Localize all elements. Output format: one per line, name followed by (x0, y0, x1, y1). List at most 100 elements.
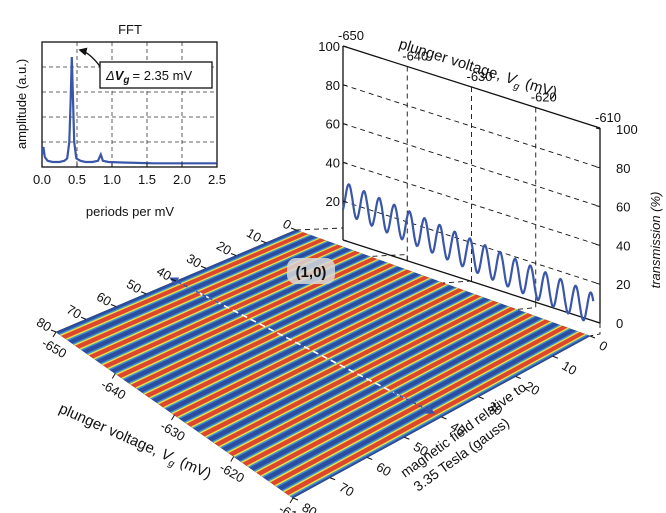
heatmap-label-badge: (1,0) (287, 258, 335, 284)
projection-line (589, 323, 601, 337)
heatmap: (1,0) 0 10 20 30 40 50 60 70 80 -650 -640 -630 -620… (34, 216, 610, 513)
heatmap-right-tick-label: 80 (300, 500, 320, 513)
heatmap-left-tick-mark (110, 304, 117, 307)
trace-right-tick-label: 20 (616, 277, 630, 292)
heatmap-right-tick-mark (478, 396, 484, 400)
heatmap-left-tick-mark (170, 278, 177, 282)
heatmap-bottom-tick-label: -620 (217, 460, 247, 486)
fft-x-tick-label: 2.0 (173, 172, 191, 187)
heatmap-bottom-tick-label: -610 (276, 501, 306, 513)
heatmap-right-tick-label: 30 (485, 398, 505, 418)
projection-line (516, 302, 537, 310)
heatmap-bottom-tick-mark (111, 373, 116, 379)
heatmap-right-tick-mark (367, 457, 373, 460)
trace-grid-h (342, 123, 601, 208)
fft-x-tick-label: 0.5 (68, 172, 86, 187)
trace-right-tick-label: 100 (616, 122, 638, 137)
projection-line (369, 254, 408, 261)
trace-left-tick-mark (342, 161, 348, 164)
heatmap-right-tick-mark (441, 416, 447, 420)
heatmap-right-tick-mark (292, 497, 299, 501)
trace-left-tick-label: 60 (326, 117, 340, 132)
fft-x-tick-label: 1.5 (138, 172, 156, 187)
transmission-trace (341, 183, 595, 322)
trace-left-tick-label: 80 (326, 78, 340, 93)
heatmap-left-tick-label: 70 (64, 302, 84, 322)
trace-top-ticks: -650 -640 -630 -620 -610 (338, 28, 621, 125)
heatmap-left-tick-label: 60 (94, 289, 114, 309)
trace-right-tick-mark (595, 166, 601, 169)
trace-left-tick-mark (342, 200, 348, 203)
fft-x-tick-label: 1.0 (103, 172, 121, 187)
heatmap-right-tick-mark (552, 355, 559, 359)
trace-right-tick-mark (595, 321, 601, 324)
trace-grid-h (342, 161, 601, 246)
heatmap-bottom-tick-label: -650 (39, 335, 69, 361)
heatmap-left-tick-label: 40 (154, 263, 174, 283)
trace-right-tick-label: 80 (616, 161, 630, 176)
annotation-text: ΔVg = 2.35 mV (105, 68, 192, 86)
trace-left-tick-label: 40 (326, 155, 340, 170)
heatmap-bottom-tick-mark (52, 331, 57, 338)
heatmap-left-tick-mark (290, 227, 297, 231)
heatmap-bottom-tick-label: -640 (98, 377, 128, 403)
trace-left-tick-label: 20 (326, 194, 340, 209)
trace-left-tick-mark (342, 45, 348, 48)
trace-top-edge (342, 45, 601, 129)
heatmap-left-tick-label: 80 (34, 314, 54, 334)
fft-x-label: periods per mV (86, 204, 174, 219)
projection-lines (295, 227, 601, 337)
heatmap-right-tick-label: 40 (448, 419, 468, 439)
trace-left-tick-mark (342, 123, 348, 126)
heatmap-field-ticks-left: 0 10 20 30 40 50 60 70 80 (34, 216, 297, 335)
fft-title: FFT (118, 22, 142, 37)
trace-right-ticks: 0 20 40 60 80 100 (595, 122, 638, 331)
heatmap-left-tick-mark (260, 240, 267, 244)
heatmap-left-tick-mark (50, 329, 57, 333)
heatmap-left-tick-label: 0 (280, 216, 294, 233)
trace-right-tick-mark (595, 243, 601, 246)
heatmap-left-tick-mark (230, 253, 237, 256)
heatmap-label: (1,0) (296, 264, 327, 281)
heatmap-left-tick-mark (80, 316, 87, 320)
fft-x-ticks: 0.0 0.5 1.0 1.5 2.0 2.5 (33, 163, 226, 187)
heatmap-right-tick-label: 20 (522, 378, 542, 398)
trace-y-label: transmission (%) (648, 192, 663, 289)
fft-x-tick-label: 2.5 (208, 172, 226, 187)
trace-right-tick-label: 40 (616, 238, 630, 253)
heatmap-right-tick-label: 0 (597, 338, 611, 355)
fft-y-label: amplitude (a.u.) (14, 59, 29, 149)
trace-right-tick-mark (595, 127, 601, 130)
cut-marker-line (196, 291, 405, 399)
heatmap-left-tick-label: 30 (184, 251, 204, 271)
cut-marker-arrow-right (393, 391, 436, 414)
heatmap-right-tick-label: 70 (337, 479, 357, 499)
heatmap-bottom-tick-mark (171, 414, 175, 421)
heatmap-bottom-tick-mark (289, 497, 294, 504)
fft-inset: FFT 0.0 0.5 1.0 1.5 2.0 2.5 periods per mV am… (14, 22, 226, 219)
trace-x-tick-label: -620 (531, 90, 557, 105)
trace-left-tick-label: 100 (318, 39, 340, 54)
heatmap-field-ticks-right: 0 10 20 30 40 50 60 70 80 (292, 335, 611, 513)
annotation-box (99, 61, 213, 89)
heatmap-right-tick-mark (589, 335, 596, 339)
fft-annotation: ΔVg = 2.35 mV (78, 47, 213, 89)
heatmap-left-tick-mark (140, 291, 147, 295)
trace-right-tick-label: 0 (616, 316, 623, 331)
heatmap-right-tick-mark (515, 376, 521, 379)
heatmap-left-tick-label: 50 (124, 276, 144, 296)
heatmap-label-background (287, 258, 335, 284)
heatmap-bottom-tick-mark (230, 456, 235, 462)
trace-x-tick-label: -640 (402, 49, 428, 64)
trace-right-tick-mark (595, 282, 601, 285)
trace-right-tick-label: 60 (616, 200, 630, 215)
heatmap-bottom-tick-label: -630 (158, 418, 188, 444)
heatmap-right-tick-label: 60 (374, 459, 394, 479)
trace-x-tick-label: -630 (466, 69, 492, 84)
heatmap-right-tick-mark (404, 436, 410, 440)
heatmap-left-tick-label: 20 (214, 238, 234, 258)
heatmap-right-tick-label: 10 (559, 358, 579, 378)
trace-x-tick-label: -610 (595, 110, 621, 125)
trace-right-tick-mark (595, 205, 601, 208)
